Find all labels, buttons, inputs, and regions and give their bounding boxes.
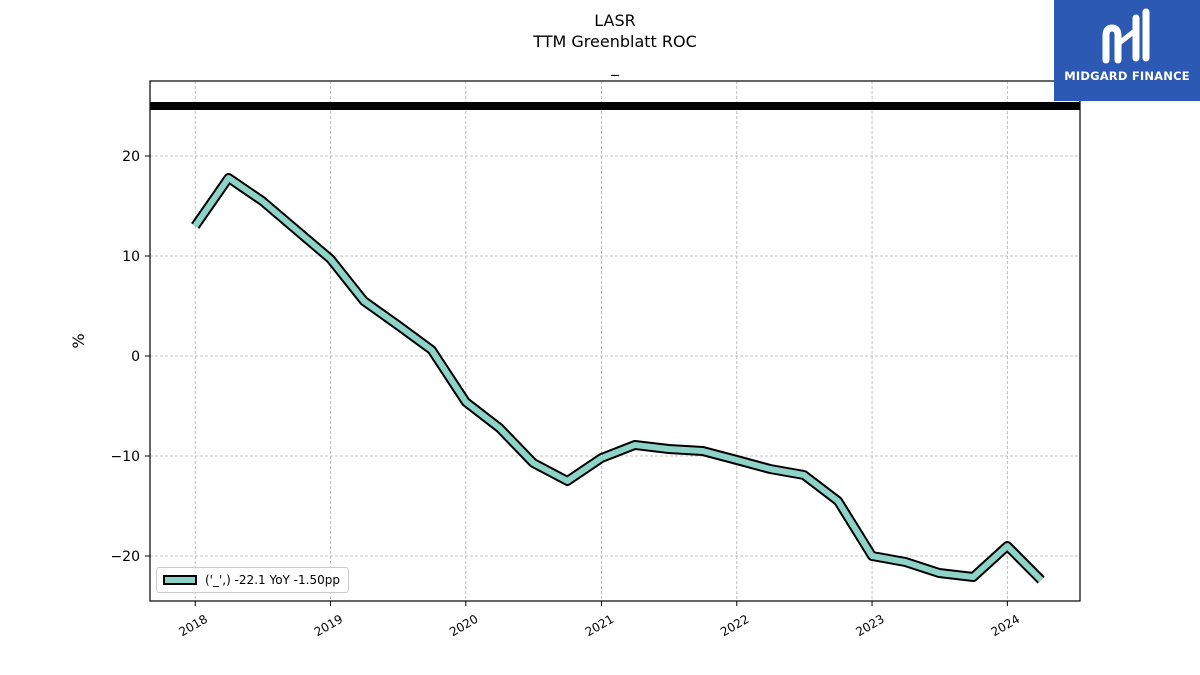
x-tick-label: 2018	[176, 612, 209, 639]
chart-subtitle: TTM Greenblatt ROC	[533, 32, 697, 51]
brand-logo: MIDGARD FINANCE	[1054, 0, 1200, 101]
x-tick-label: 2023	[853, 612, 886, 639]
series-line	[192, 175, 1044, 583]
logo-text: MIDGARD FINANCE	[1064, 69, 1190, 83]
x-tick-label: 2020	[447, 612, 480, 639]
y-tick-label: −20	[110, 549, 140, 565]
chart-title: LASR	[594, 11, 636, 30]
y-axis-label: %	[69, 333, 88, 348]
series-lines	[150, 102, 1080, 584]
y-tick-label: −10	[110, 449, 140, 465]
chart-legend: ('_',) -22.1 YoY -1.50pp	[156, 567, 349, 593]
axis-ticks: 20 10 0 −10 −20 2018 2019 2020 2021 2022 2023 2024	[110, 149, 1022, 639]
x-tick-label: 2019	[312, 612, 345, 639]
x-tick-label: 2022	[718, 612, 751, 639]
grid-lines	[150, 81, 1080, 601]
logo-mark-icon	[1102, 8, 1150, 64]
plot-frame	[149, 80, 1081, 602]
series-line-outline	[191, 173, 1045, 584]
x-tick-label: 2024	[989, 612, 1022, 639]
chart-subtitle-2: _	[611, 57, 619, 76]
x-tick-label: 2021	[583, 612, 616, 639]
legend-swatch	[163, 575, 197, 585]
y-tick-label: 10	[122, 249, 140, 265]
legend-label: ('_',) -22.1 YoY -1.50pp	[205, 573, 340, 587]
y-tick-label: 20	[122, 149, 140, 165]
y-tick-label: 0	[131, 349, 140, 365]
